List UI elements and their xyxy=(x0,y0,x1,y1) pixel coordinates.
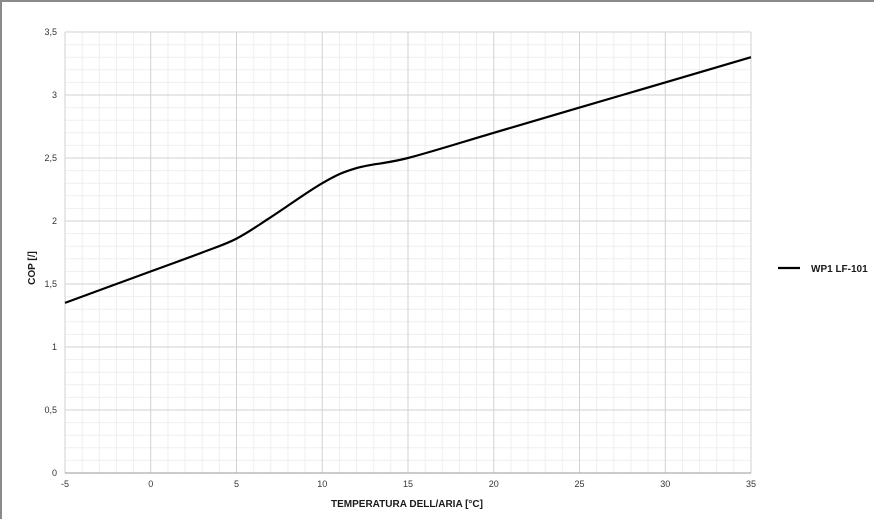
x-axis-ticks: -5 0 5 10 15 20 25 30 35 xyxy=(61,479,756,489)
x-tick-label: 20 xyxy=(489,479,499,489)
y-tick-label: 1 xyxy=(52,342,57,352)
x-tick-label: 5 xyxy=(234,479,239,489)
x-tick-label: 35 xyxy=(746,479,756,489)
x-axis-title: TEMPERATURA DELL/ARIA [°C] xyxy=(331,499,483,510)
y-tick-label: 2 xyxy=(52,216,57,226)
x-tick-label: 0 xyxy=(148,479,153,489)
x-tick-label: 15 xyxy=(403,479,413,489)
legend: WP1 LF-101 xyxy=(778,264,868,275)
x-tick-label: 30 xyxy=(660,479,670,489)
legend-label: WP1 LF-101 xyxy=(811,264,868,275)
y-axis-ticks: 0 0,5 1 1,5 2 2,5 3 3,5 xyxy=(44,27,57,478)
y-axis-title: COP [/] xyxy=(27,251,38,285)
y-tick-label: 0,5 xyxy=(44,405,57,415)
x-tick-label: 25 xyxy=(574,479,584,489)
y-tick-label: 3,5 xyxy=(44,27,57,37)
y-tick-label: 1,5 xyxy=(44,279,57,289)
y-tick-label: 0 xyxy=(52,468,57,478)
series-lines xyxy=(64,56,752,304)
y-tick-label: 3 xyxy=(52,90,57,100)
y-tick-label: 2,5 xyxy=(44,153,57,163)
major-gridlines xyxy=(64,31,752,474)
x-tick-label: -5 xyxy=(61,479,69,489)
x-tick-label: 10 xyxy=(317,479,327,489)
series-line-wp1-lf-101 xyxy=(64,56,752,304)
